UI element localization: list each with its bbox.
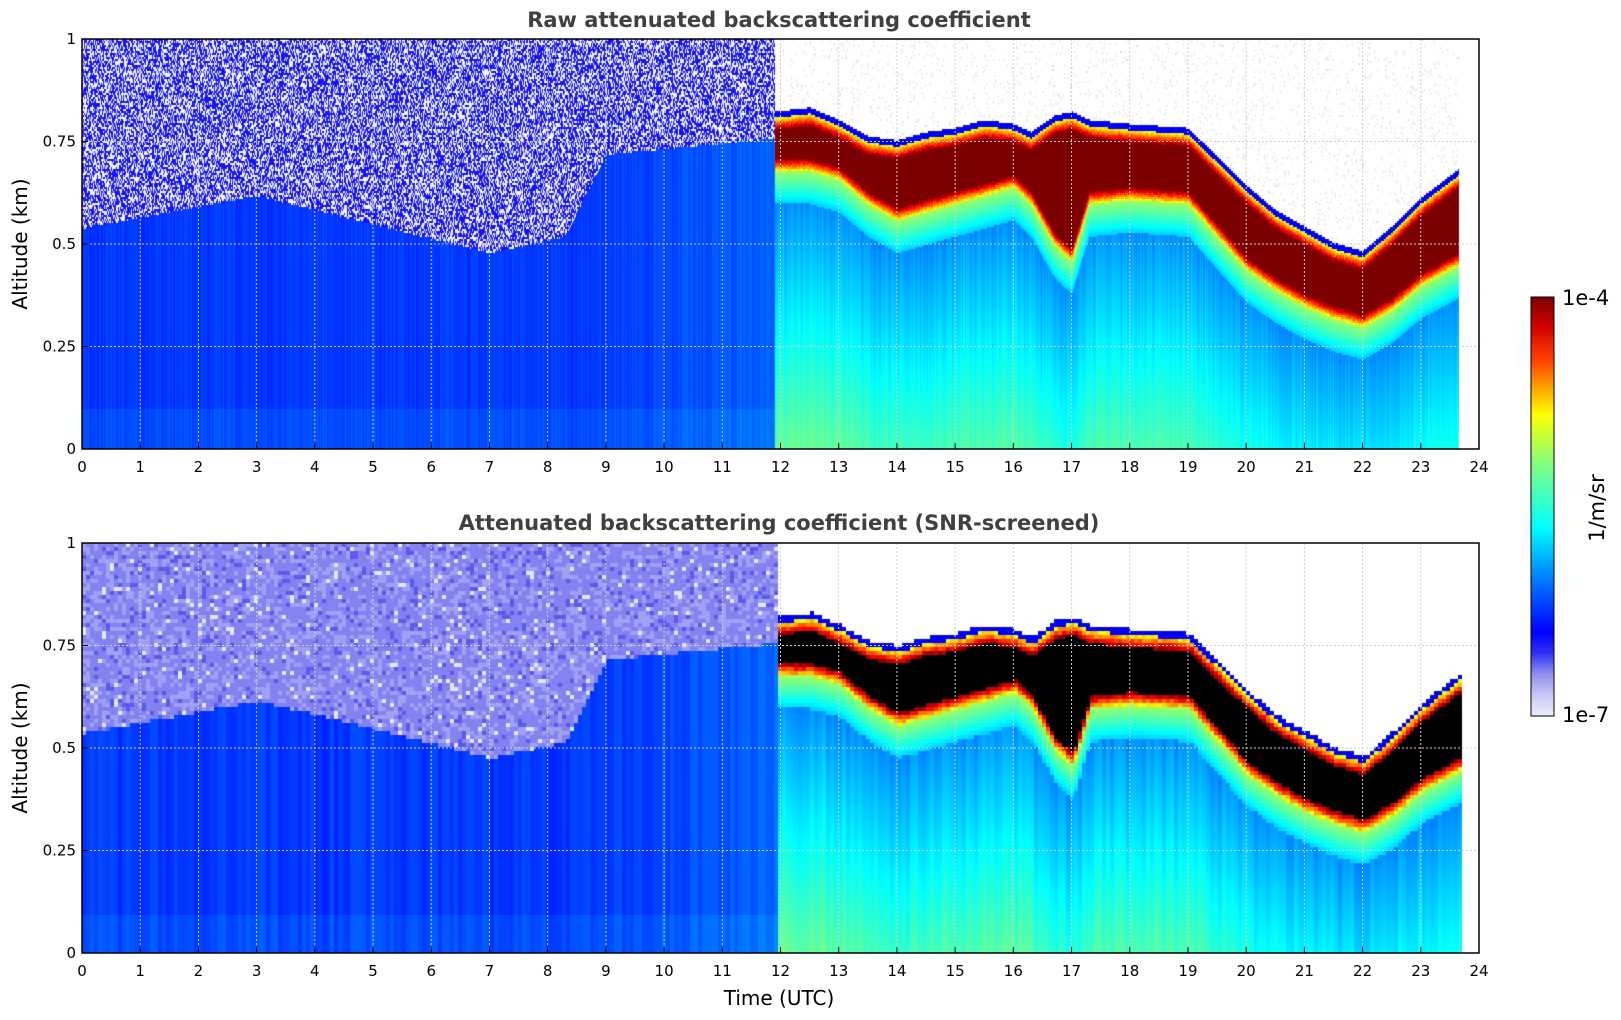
x-tick-label: 16	[1004, 458, 1023, 476]
y-tick-label: 0.5	[52, 739, 76, 757]
colorbar: 1e-4 1e-7 1/m/sr	[1530, 286, 1609, 727]
x-tick-label: 13	[829, 962, 848, 980]
panel-raw-grid	[82, 39, 1479, 449]
x-tick-label: 13	[829, 458, 848, 476]
x-tick-label: 2	[194, 962, 204, 980]
x-tick-label: 23	[1411, 962, 1430, 980]
x-tick-label: 6	[426, 458, 436, 476]
x-tick-label: 10	[655, 458, 674, 476]
x-tick-label: 23	[1411, 458, 1430, 476]
colorbar-max-label: 1e-4	[1562, 286, 1609, 310]
panel-screened-x-axis: 0 1 2 3 4 5 6 7 8 9 10 11 12 13 14 15 16 17 18 19 20 21 22 23 24	[77, 947, 1489, 980]
colorbar-min-label: 1e-7	[1562, 703, 1609, 727]
x-tick-label: 18	[1120, 458, 1139, 476]
x-tick-label: 5	[368, 962, 378, 980]
x-tick-label: 6	[426, 962, 436, 980]
x-tick-label: 24	[1469, 458, 1488, 476]
y-tick-label: 1	[66, 30, 76, 48]
panel-screened-y-label: Altitude (km)	[8, 682, 32, 813]
x-tick-label: 9	[601, 962, 611, 980]
panel-raw-y-axis: 0 0.25 0.5 0.75 1	[43, 30, 88, 458]
y-tick-label: 1	[66, 534, 76, 552]
x-tick-label: 3	[252, 962, 262, 980]
x-tick-label: 10	[655, 962, 674, 980]
panel-raw: Raw attenuated backscattering coefficien…	[8, 8, 1489, 476]
x-tick-label: 22	[1353, 458, 1372, 476]
x-tick-label: 15	[946, 962, 965, 980]
x-tick-label: 19	[1178, 962, 1197, 980]
x-tick-label: 9	[601, 458, 611, 476]
x-tick-label: 1	[135, 458, 145, 476]
x-tick-label: 15	[946, 458, 965, 476]
x-tick-label: 14	[887, 458, 906, 476]
x-tick-label: 3	[252, 458, 262, 476]
x-tick-label: 12	[771, 458, 790, 476]
x-tick-label: 21	[1295, 458, 1314, 476]
x-tick-label: 22	[1353, 962, 1372, 980]
x-tick-label: 21	[1295, 962, 1314, 980]
x-tick-label: 18	[1120, 962, 1139, 980]
panel-screened-grid	[82, 543, 1479, 953]
x-tick-label: 4	[310, 458, 320, 476]
x-tick-label: 2	[194, 458, 204, 476]
x-tick-label: 1	[135, 962, 145, 980]
x-tick-label: 8	[543, 962, 553, 980]
x-tick-label: 12	[771, 962, 790, 980]
panel-raw-y-label: Altitude (km)	[8, 178, 32, 309]
y-tick-label: 0	[66, 944, 76, 962]
panel-raw-x-axis: 0 1 2 3 4 5 6 7 8 9 10 11 12 13 14 15 16 17 18 19 20 21 22 23 24	[77, 443, 1489, 476]
panel-screened-plot-area: 0 1 2 3 4 5 6 7 8 9 10 11 12 13 14 15 16 17 18 19 20 21 22 23 24…	[43, 534, 1489, 980]
panel-screened-y-axis: 0 0.25 0.5 0.75 1	[43, 534, 88, 962]
x-tick-label: 5	[368, 458, 378, 476]
x-tick-label: 7	[485, 458, 495, 476]
x-tick-label: 8	[543, 458, 553, 476]
x-tick-label: 20	[1237, 962, 1256, 980]
x-tick-label: 24	[1469, 962, 1488, 980]
x-tick-label: 0	[77, 962, 87, 980]
y-tick-label: 0.75	[43, 637, 76, 655]
x-tick-label: 19	[1178, 458, 1197, 476]
y-tick-label: 0.5	[52, 235, 76, 253]
x-tick-label: 20	[1237, 458, 1256, 476]
panel-screened-title: Attenuated backscattering coefficient (S…	[459, 511, 1100, 535]
x-tick-label: 16	[1004, 962, 1023, 980]
x-tick-label: 4	[310, 962, 320, 980]
colorbar-unit-label: 1/m/sr	[1585, 474, 1609, 542]
y-tick-label: 0.25	[43, 842, 76, 860]
x-tick-label: 17	[1062, 962, 1081, 980]
y-tick-label: 0.25	[43, 338, 76, 356]
x-tick-label: 7	[485, 962, 495, 980]
y-tick-label: 0	[66, 440, 76, 458]
x-tick-label: 0	[77, 458, 87, 476]
x-tick-label: 17	[1062, 458, 1081, 476]
panel-screened: Attenuated backscattering coefficient (S…	[8, 511, 1489, 1010]
panel-raw-title: Raw attenuated backscattering coefficien…	[527, 8, 1031, 32]
x-tick-label: 14	[887, 962, 906, 980]
y-tick-label: 0.75	[43, 133, 76, 151]
x-axis-label: Time (UTC)	[723, 986, 835, 1010]
x-tick-label: 11	[713, 962, 732, 980]
x-tick-label: 11	[713, 458, 732, 476]
colorbar-gradient	[1530, 296, 1555, 717]
panel-raw-plot-area: 0 1 2 3 4 5 6 7 8 9 10 11 12 13 14 15 16 17 18 19 20 21 22 23 24…	[43, 30, 1489, 476]
